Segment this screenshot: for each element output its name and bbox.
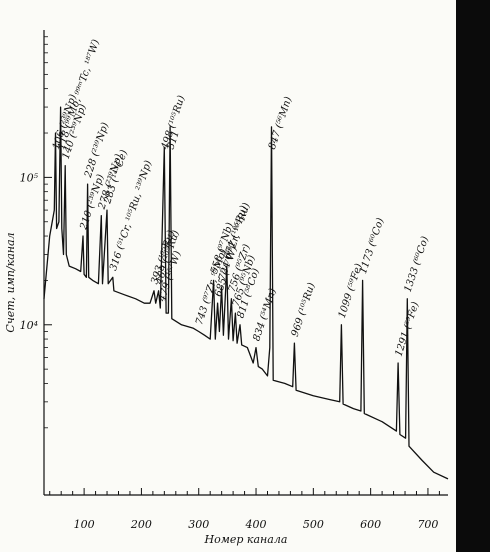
spectrum-line xyxy=(43,106,449,480)
peak-label: 834 (⁵⁴Mn) xyxy=(251,287,278,343)
axes: 100 200 300 400 500 600 700 10⁵ 10⁴ xyxy=(20,30,448,531)
x-tick-label: 500 xyxy=(303,518,324,531)
peak-label: 1173 (⁶⁰Co) xyxy=(358,217,386,276)
y-tick-label: 10⁵ xyxy=(20,171,39,184)
x-tick-label: 300 xyxy=(188,518,209,531)
x-tick-label: 700 xyxy=(417,518,438,531)
peak-label: 969 (¹⁰⁵Ru) xyxy=(290,281,318,338)
x-tick-label: 100 xyxy=(74,518,95,531)
x-tick-label: 200 xyxy=(130,518,152,531)
series-layer xyxy=(43,106,449,480)
peak-label: 1333 (⁶⁰Co) xyxy=(403,235,431,294)
x-tick-label: 400 xyxy=(245,518,267,531)
peak-labels: 106 (²³⁹Np)118 (⁹⁹Mo, ⁹⁹ᵐTc, ¹⁸⁷W)140 (²… xyxy=(51,38,431,358)
x-tick-label: 600 xyxy=(360,518,381,531)
y-tick-label: 10⁴ xyxy=(20,319,38,332)
peak-label: 847 (⁵⁶Mn) xyxy=(267,95,294,151)
y-axis-title: Счет, имп/канал xyxy=(4,232,17,332)
peak-label: 228 (²³⁹Np) xyxy=(83,121,111,180)
x-axis-title: Номер канала xyxy=(204,533,288,546)
scan-dark-edge xyxy=(456,0,490,552)
